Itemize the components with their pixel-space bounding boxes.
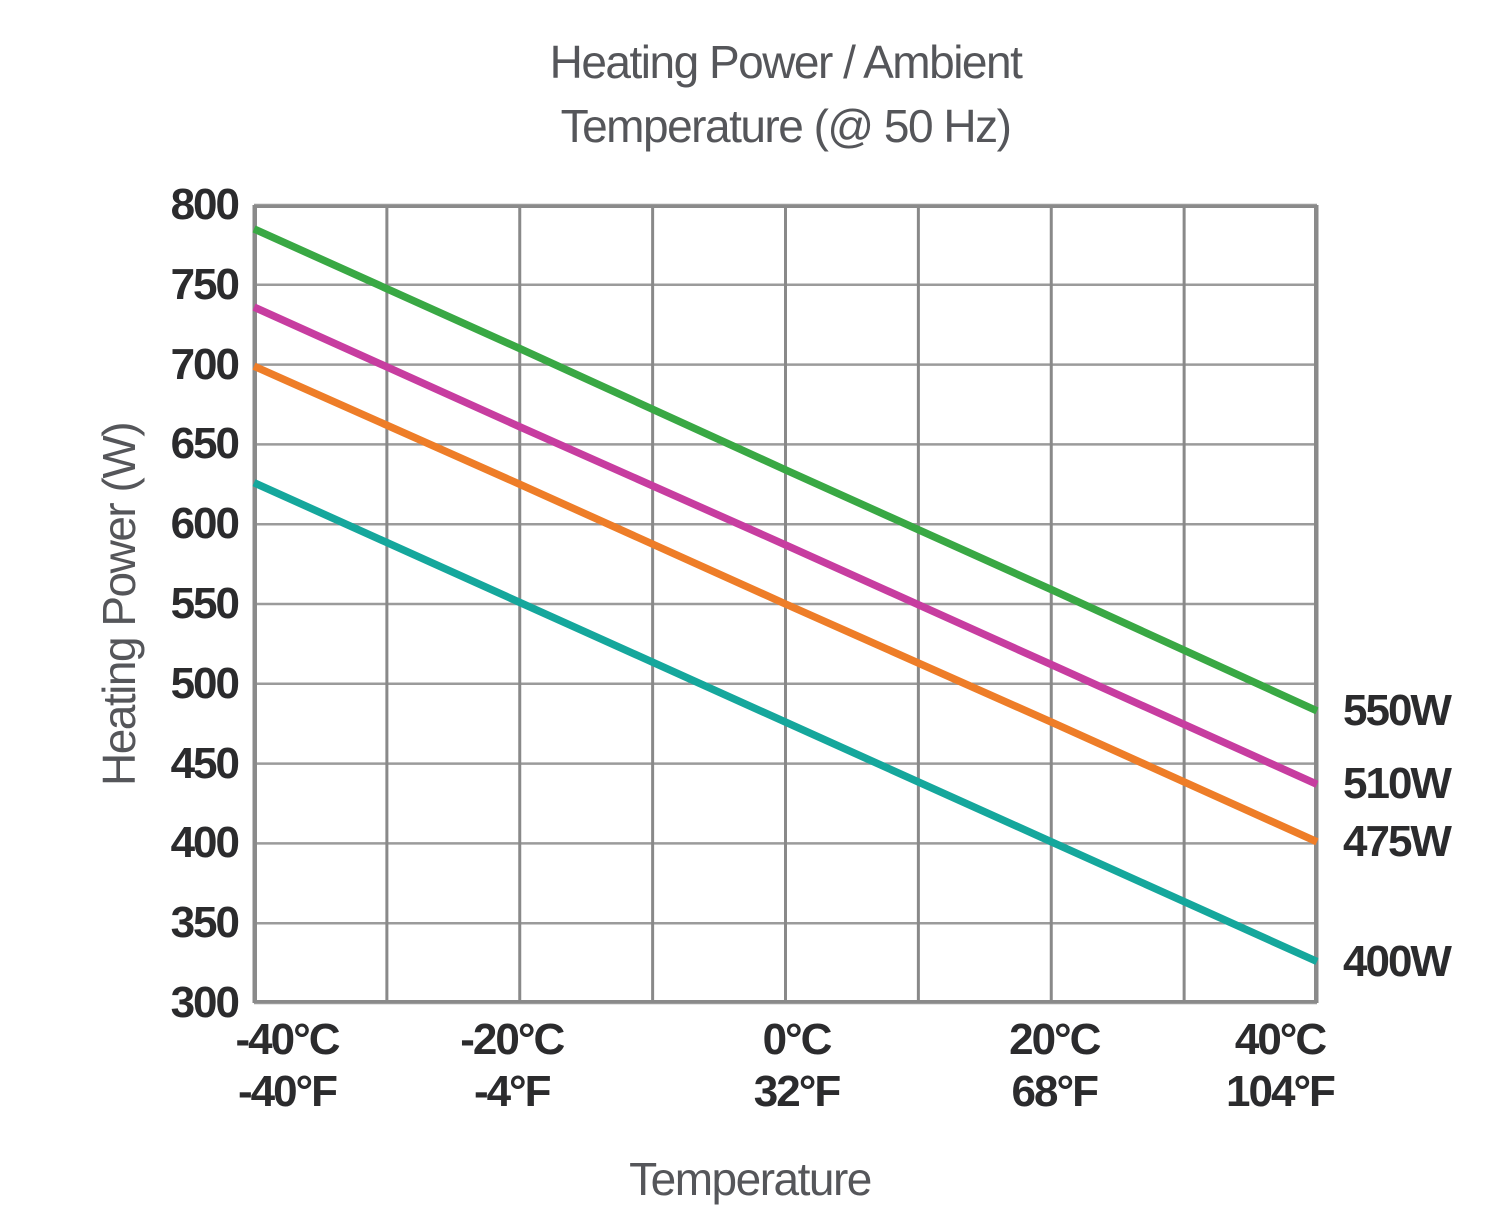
x-tick-label--20c: -20°C -4°F — [402, 1014, 622, 1118]
y-tick-label-700: 700 — [170, 339, 240, 389]
y-tick-label-600: 600 — [170, 499, 240, 549]
x-tick-fahrenheit: 104°F — [1226, 1067, 1336, 1116]
x-tick-fahrenheit: 32°F — [753, 1067, 841, 1116]
y-tick-label-550: 550 — [170, 579, 240, 628]
y-tick-label-800: 800 — [170, 180, 240, 229]
x-tick-fahrenheit: -4°F — [473, 1067, 552, 1116]
x-tick-label-20c: 20°C 68°F — [944, 1014, 1164, 1118]
x-tick-fahrenheit: -40°F — [237, 1067, 338, 1116]
series-label-550w: 550W — [1343, 685, 1452, 735]
series-label-400w: 400W — [1343, 936, 1452, 986]
y-tick-label-450: 450 — [170, 738, 240, 788]
x-tick-celsius: 20°C — [1009, 1015, 1101, 1064]
x-tick-label-0c: 0°C 32°F — [687, 1014, 907, 1118]
y-tick-label-350: 350 — [170, 898, 240, 948]
x-tick-celsius: 40°C — [1234, 1015, 1327, 1064]
y-tick-label-300: 300 — [170, 978, 240, 1027]
series-line-400w — [252, 479, 1319, 965]
x-tick-label--40c: -40°C -40°F — [177, 1014, 397, 1118]
series-label-510w: 510W — [1343, 759, 1452, 809]
series-line-510w — [252, 303, 1319, 788]
x-tick-fahrenheit: 68°F — [1011, 1067, 1099, 1116]
chart-title-line2: Temperature (@ 50 Hz) — [560, 100, 1012, 152]
series-line-550w — [252, 225, 1319, 715]
plot-area — [252, 203, 1319, 1005]
x-tick-celsius: -20°C — [460, 1015, 565, 1064]
y-tick-label-400: 400 — [170, 818, 240, 868]
x-tick-celsius: 0°C — [762, 1015, 833, 1064]
y-tick-label-500: 500 — [170, 658, 240, 708]
y-tick-label-650: 650 — [170, 419, 240, 469]
x-axis-title: Temperature — [629, 1153, 872, 1205]
series-line-475w — [252, 362, 1319, 846]
plot-border — [254, 205, 1317, 1003]
x-tick-celsius: -40°C — [235, 1015, 341, 1064]
x-tick-label-40c: 40°C 104°F — [1170, 1014, 1390, 1118]
chart-title: Heating Power / Ambient Temperature (@ 5… — [254, 30, 1317, 158]
chart-title-line1: Heating Power / Ambient — [549, 36, 1023, 88]
y-tick-label-750: 750 — [170, 259, 240, 309]
series-label-475w: 475W — [1343, 816, 1452, 866]
